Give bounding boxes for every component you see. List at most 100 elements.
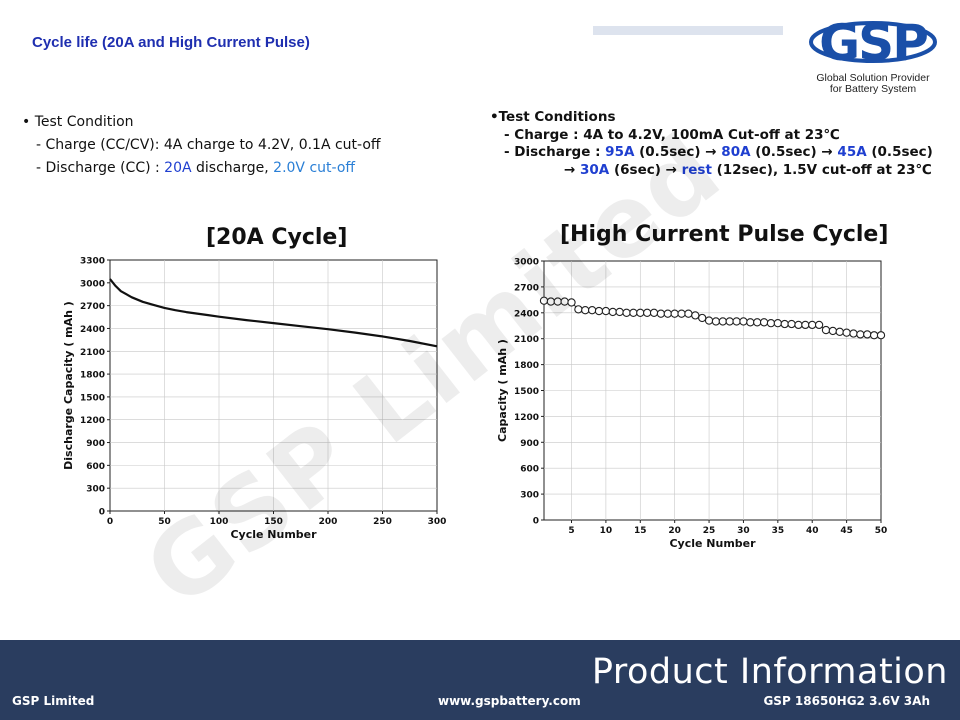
capacity-point <box>863 330 872 339</box>
capacity-point <box>636 308 645 317</box>
capacity-point <box>856 330 865 339</box>
x-tick-label: 200 <box>319 517 338 527</box>
chart-title-20a-cycle: [20A Cycle] <box>206 225 348 250</box>
footer: Product Information GSP Limited www.gspb… <box>0 640 960 720</box>
y-tick-label: 3000 <box>80 279 105 289</box>
gsp-logo: GSP <box>809 14 937 72</box>
x-tick-label: 30 <box>737 526 750 536</box>
capacity-point <box>828 326 838 336</box>
capacity-point <box>876 331 886 340</box>
y-tick-label: 600 <box>520 465 539 475</box>
x-tick-label: 100 <box>210 517 229 527</box>
capacity-point <box>814 320 824 330</box>
footer-model: GSP 18650HG2 3.6V 3Ah <box>763 694 930 708</box>
pulse-rest: rest <box>681 161 712 178</box>
x-tick-label: 25 <box>703 526 716 536</box>
logo-tagline-line2: for Battery System <box>829 83 917 95</box>
discharge-prefix: - Discharge (CC) : <box>36 160 165 176</box>
capacity-point <box>753 318 762 327</box>
y-tick-label: 600 <box>86 462 105 472</box>
pulse-80a: 80A <box>721 144 751 160</box>
capacity-point <box>821 325 831 335</box>
y-tick-label: 2400 <box>514 309 539 319</box>
capacity-point <box>656 309 666 318</box>
test-condition-right: •Test Conditions - Charge : 4A to 4.2V, … <box>490 109 933 179</box>
pulse-45a: 45A <box>837 144 867 160</box>
y-tick-label: 300 <box>86 485 105 495</box>
pulse-95a: 95A <box>605 144 635 160</box>
x-tick-label: 10 <box>600 526 613 536</box>
capacity-point <box>704 316 714 325</box>
pulse-charge-condition: - Charge : 4A to 4.2V, 100mA Cut-off at … <box>504 126 840 143</box>
capacity-point <box>801 320 810 330</box>
x-tick-label: 5 <box>568 526 574 536</box>
capacity-point <box>766 319 776 328</box>
capacity-point <box>567 298 576 307</box>
y-tick-label: 1500 <box>514 387 539 397</box>
y-tick-label: 3300 <box>80 257 105 267</box>
y-tick-label: 2100 <box>514 335 539 345</box>
footer-company: GSP Limited <box>12 694 95 708</box>
capacity-point <box>684 309 693 318</box>
pulse-t1: (0.5sec) → <box>634 144 722 160</box>
capacity-point <box>849 329 858 338</box>
capacity-point <box>629 308 638 317</box>
charts-canvas: 0300600900120015001800210024002700300033… <box>62 257 887 551</box>
capacity-point <box>739 317 748 326</box>
capacity-point <box>780 319 789 329</box>
capacity-point <box>787 319 796 329</box>
pulse-t5: (12sec), 1.5V cut-off at 23℃ <box>711 161 932 178</box>
pulse-t3: (0.5sec) <box>866 144 933 160</box>
condition-heading: • Test Condition <box>22 114 134 130</box>
page-title: Cycle life (20A and High Current Pulse) <box>32 34 310 51</box>
y-tick-label: 900 <box>520 439 539 449</box>
y-tick-label: 1500 <box>80 393 105 403</box>
capacity-point <box>608 307 617 317</box>
capacity-line <box>109 278 438 348</box>
capacity-point <box>691 311 700 320</box>
x-tick-label: 50 <box>158 517 171 527</box>
capacity-point <box>869 331 879 340</box>
footer-website[interactable]: www.gspbattery.com <box>438 694 581 708</box>
pulse-30a: 30A <box>580 161 610 178</box>
capacity-point <box>773 319 782 328</box>
capacity-point <box>725 317 734 326</box>
x-axis-label: Cycle Number <box>230 528 317 541</box>
capacity-point <box>794 320 803 330</box>
x-tick-label: 15 <box>634 526 647 536</box>
x-tick-label: 300 <box>428 517 447 527</box>
discharge-mid: discharge, <box>191 160 274 176</box>
capacity-point <box>842 328 851 337</box>
capacity-point <box>622 308 631 317</box>
x-tick-label: 20 <box>668 526 681 536</box>
capacity-point <box>835 327 844 336</box>
pulse-arrow: → <box>564 161 581 178</box>
capacity-point <box>649 308 659 317</box>
y-tick-label: 2100 <box>80 348 105 358</box>
conditions-heading: •Test Conditions <box>490 109 616 125</box>
y-tick-label: 2400 <box>80 325 105 335</box>
capacity-point <box>677 309 686 318</box>
x-tick-label: 0 <box>107 517 113 527</box>
x-tick-label: 250 <box>373 517 392 527</box>
y-tick-label: 3000 <box>514 258 539 268</box>
discharge-current: 20A <box>164 160 192 176</box>
y-tick-label: 1200 <box>514 413 539 423</box>
y-tick-label: 0 <box>99 508 105 518</box>
pulse-discharge-continued: → 30A (6sec) → rest (12sec), 1.5V cut-of… <box>490 162 933 180</box>
y-tick-label: 1800 <box>80 371 105 381</box>
chart-title-pulse-cycle: [High Current Pulse Cycle] <box>560 222 889 247</box>
y-tick-label: 300 <box>520 491 539 501</box>
capacity-point <box>643 308 652 317</box>
x-tick-label: 150 <box>264 517 283 527</box>
logo-mark: GSP <box>819 14 927 72</box>
pulse-t2: (0.5sec) → <box>750 144 838 160</box>
product-information-label: Product Information <box>591 652 948 692</box>
y-tick-label: 1800 <box>514 361 539 371</box>
x-tick-label: 45 <box>840 526 853 536</box>
top-accent-bar <box>593 26 783 35</box>
pulse-t4: (6sec) → <box>609 161 682 178</box>
y-tick-label: 0 <box>533 517 539 527</box>
capacity-point <box>615 307 624 317</box>
y-tick-label: 2700 <box>80 302 105 312</box>
